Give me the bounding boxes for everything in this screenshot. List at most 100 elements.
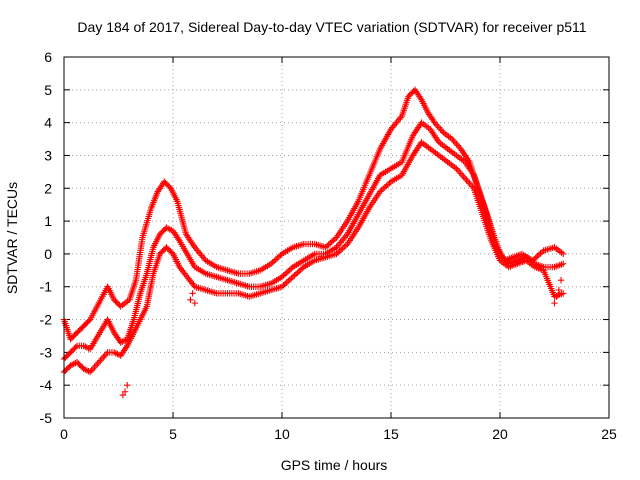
- data-point: [463, 176, 470, 184]
- data-point: [119, 391, 127, 399]
- data-point: [461, 175, 469, 182]
- data-point: [337, 246, 345, 253]
- data-point: [297, 266, 304, 274]
- data-point: [435, 124, 443, 131]
- data-point: [454, 142, 462, 149]
- y-tick-label: -1: [40, 279, 53, 295]
- data-point: [560, 260, 567, 267]
- data-point: [187, 296, 194, 304]
- data-point: [274, 254, 281, 262]
- data-point: [166, 226, 173, 233]
- data-point: [92, 362, 100, 369]
- data-point: [100, 354, 107, 361]
- y-tick-label: -5: [40, 410, 53, 426]
- data-point: [557, 276, 565, 284]
- data-point: [328, 238, 336, 245]
- data-point: [323, 242, 331, 250]
- data-point: [535, 251, 543, 259]
- y-axis-label: SDTVAR / TECUs: [4, 182, 20, 294]
- y-tick-label: 2: [44, 180, 52, 196]
- y-tick-label: -3: [40, 344, 53, 360]
- data-point: [91, 363, 98, 371]
- data-point: [97, 357, 104, 364]
- data-point: [384, 181, 392, 188]
- data-point: [322, 244, 329, 251]
- data-point: [95, 359, 103, 366]
- x-tick-label: 0: [60, 426, 68, 442]
- data-point: [555, 286, 563, 294]
- data-point: [286, 266, 293, 274]
- x-tick-label: 10: [274, 426, 290, 442]
- data-point: [334, 249, 342, 256]
- data-point: [285, 268, 292, 275]
- data-point: [380, 185, 387, 192]
- data-point: [434, 122, 441, 130]
- data-point: [291, 272, 298, 279]
- data-point: [272, 256, 279, 263]
- data-point: [277, 252, 284, 259]
- data-point: [85, 317, 93, 325]
- y-tick-label: 1: [44, 213, 52, 229]
- data-point: [72, 343, 79, 351]
- data-point: [341, 243, 348, 251]
- data-point: [534, 253, 541, 260]
- data-point: [537, 250, 544, 257]
- data-point: [299, 265, 306, 272]
- data-point: [532, 254, 540, 261]
- data-point: [189, 290, 196, 297]
- data-point: [453, 140, 460, 148]
- data-point: [295, 268, 303, 275]
- data-point: [98, 355, 105, 363]
- y-tick-label: 0: [44, 246, 52, 262]
- data-point: [460, 173, 467, 180]
- data-point: [289, 273, 297, 281]
- data-point: [280, 272, 287, 279]
- data-point: [294, 269, 301, 276]
- data-point: [454, 167, 462, 174]
- data-point: [438, 127, 446, 135]
- data-point: [339, 245, 346, 252]
- data-point: [381, 184, 388, 191]
- data-point: [538, 248, 546, 256]
- y-tick-label: -4: [40, 377, 53, 393]
- data-point: [560, 250, 567, 258]
- data-point: [457, 170, 464, 177]
- data-point: [280, 282, 287, 289]
- y-tick-label: 5: [44, 82, 52, 98]
- data-point: [459, 171, 466, 179]
- chart-title: Day 184 of 2017, Sidereal Day-to-day VTE…: [77, 19, 586, 35]
- axis-ticks: 0 5 10 15 20 25 -5 -4 -3 -2 -1 0 1 2 3 4 5 6: [40, 49, 617, 442]
- data-point: [286, 276, 293, 283]
- data-point: [283, 269, 290, 276]
- data-point: [456, 168, 463, 176]
- data-point: [124, 381, 131, 389]
- data-point: [281, 280, 289, 288]
- data-point: [553, 293, 560, 300]
- data-point: [378, 186, 385, 194]
- x-tick-label: 20: [492, 426, 508, 442]
- data-point: [383, 182, 390, 190]
- data-point: [292, 270, 300, 278]
- data-point: [551, 299, 558, 307]
- data-point: [285, 277, 292, 285]
- data-point: [330, 237, 337, 244]
- data-point: [450, 137, 457, 144]
- data-point: [281, 270, 289, 278]
- data-point: [191, 299, 198, 307]
- data-point: [437, 126, 444, 133]
- x-tick-label: 25: [601, 426, 617, 442]
- data-point: [333, 250, 340, 258]
- data-point: [101, 352, 108, 359]
- y-tick-label: 4: [44, 115, 52, 131]
- data-point: [288, 265, 295, 272]
- data-point: [451, 139, 459, 146]
- data-point: [267, 260, 275, 267]
- data-point: [560, 290, 567, 297]
- data-point: [278, 273, 286, 281]
- data-point: [325, 241, 332, 248]
- data-point: [386, 179, 393, 187]
- data-point: [271, 257, 278, 265]
- data-point: [464, 178, 472, 185]
- data-point: [269, 259, 276, 266]
